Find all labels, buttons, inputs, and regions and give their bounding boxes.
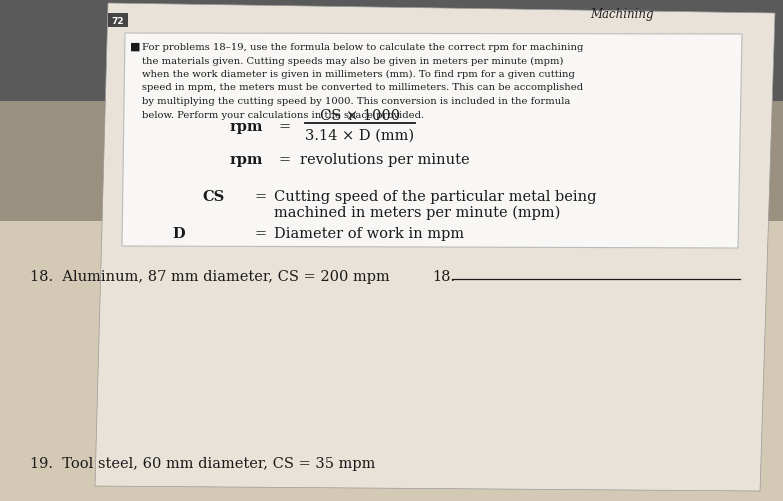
Text: speed in mpm, the meters must be converted to millimeters. This can be accomplis: speed in mpm, the meters must be convert… xyxy=(142,83,583,92)
FancyBboxPatch shape xyxy=(108,14,128,28)
Text: CS: CS xyxy=(202,189,224,203)
Text: 3.14 × D (mm): 3.14 × D (mm) xyxy=(305,129,414,143)
Bar xyxy=(0,0,783,102)
Text: =: = xyxy=(278,120,290,134)
Text: ■: ■ xyxy=(130,42,140,52)
Text: the materials given. Cutting speeds may also be given in meters per minute (mpm): the materials given. Cutting speeds may … xyxy=(142,57,564,66)
Text: Diameter of work in mpm: Diameter of work in mpm xyxy=(274,226,464,240)
Text: machined in meters per minute (mpm): machined in meters per minute (mpm) xyxy=(274,205,561,220)
Polygon shape xyxy=(95,4,775,491)
Text: rpm: rpm xyxy=(230,153,263,167)
Text: =: = xyxy=(254,226,266,240)
Text: CS × 1000: CS × 1000 xyxy=(320,109,400,123)
Text: below. Perform your calculations in the space provided.: below. Perform your calculations in the … xyxy=(142,110,424,119)
Text: by multiplying the cutting speed by 1000. This conversion is included in the for: by multiplying the cutting speed by 1000… xyxy=(142,97,570,106)
Text: =: = xyxy=(254,189,266,203)
Text: For problems 18–19, use the formula below to calculate the correct rpm for machi: For problems 18–19, use the formula belo… xyxy=(142,43,583,52)
Text: revolutions per minute: revolutions per minute xyxy=(300,153,470,167)
Text: rpm: rpm xyxy=(230,120,263,134)
Polygon shape xyxy=(122,34,742,248)
Text: D: D xyxy=(172,226,185,240)
Text: 72: 72 xyxy=(112,17,124,26)
Text: 18.: 18. xyxy=(432,270,455,284)
Text: 18.  Aluminum, 87 mm diameter, CS = 200 mpm: 18. Aluminum, 87 mm diameter, CS = 200 m… xyxy=(30,270,390,284)
Text: Cutting speed of the particular metal being: Cutting speed of the particular metal be… xyxy=(274,189,597,203)
Text: when the work diameter is given in millimeters (mm). To find rpm for a given cut: when the work diameter is given in milli… xyxy=(142,70,575,79)
Bar xyxy=(0,102,783,221)
Text: 19.  Tool steel, 60 mm diameter, CS = 35 mpm: 19. Tool steel, 60 mm diameter, CS = 35 … xyxy=(30,456,375,470)
Text: Machining: Machining xyxy=(590,8,654,21)
Text: =: = xyxy=(278,153,290,167)
